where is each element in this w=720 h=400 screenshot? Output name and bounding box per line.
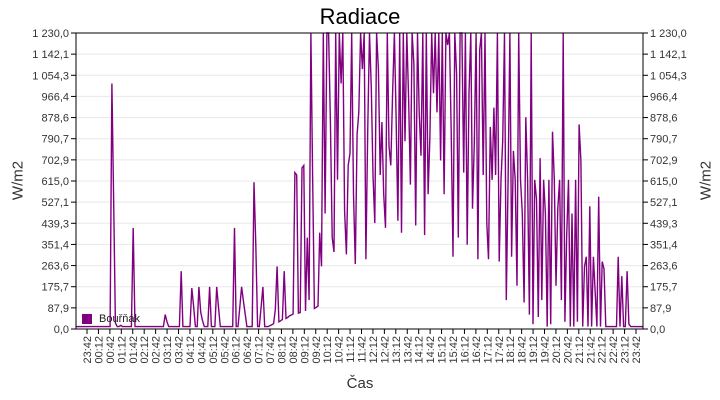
- svg-text:23:42: 23:42: [82, 336, 94, 364]
- svg-text:1 054,3: 1 054,3: [32, 70, 69, 82]
- svg-text:05:42: 05:42: [219, 336, 231, 364]
- svg-text:615,0: 615,0: [650, 176, 678, 188]
- svg-text:1 142,1: 1 142,1: [650, 49, 687, 61]
- svg-text:439,3: 439,3: [41, 218, 69, 230]
- svg-text:175,7: 175,7: [41, 282, 69, 294]
- svg-text:02:42: 02:42: [151, 336, 163, 364]
- svg-text:19:42: 19:42: [540, 336, 552, 364]
- svg-text:17:12: 17:12: [482, 336, 494, 364]
- legend: Bouřňák: [82, 313, 140, 325]
- svg-text:20:12: 20:12: [551, 336, 563, 364]
- svg-text:966,4: 966,4: [650, 91, 678, 103]
- svg-text:966,4: 966,4: [41, 91, 69, 103]
- svg-text:23:42: 23:42: [631, 336, 643, 364]
- svg-text:15:42: 15:42: [448, 336, 460, 364]
- svg-text:11:42: 11:42: [357, 336, 369, 363]
- svg-text:04:12: 04:12: [185, 336, 197, 364]
- svg-text:20:42: 20:42: [562, 336, 574, 364]
- svg-text:23:12: 23:12: [620, 336, 632, 364]
- y-axis-title-right: W/m2: [697, 160, 715, 201]
- svg-text:00:42: 00:42: [105, 336, 117, 364]
- svg-text:22:12: 22:12: [597, 336, 609, 364]
- svg-text:08:12: 08:12: [276, 336, 288, 364]
- legend-swatch: [82, 314, 92, 324]
- svg-text:0,0: 0,0: [54, 324, 69, 336]
- svg-text:05:12: 05:12: [208, 336, 220, 364]
- svg-text:1 142,1: 1 142,1: [32, 49, 69, 61]
- svg-text:14:12: 14:12: [414, 336, 426, 364]
- svg-text:21:42: 21:42: [585, 336, 597, 364]
- svg-text:1 054,3: 1 054,3: [650, 70, 687, 82]
- svg-text:01:42: 01:42: [128, 336, 140, 364]
- y-axis-title-left: W/m2: [9, 160, 27, 201]
- svg-text:351,4: 351,4: [650, 239, 678, 251]
- svg-text:878,6: 878,6: [650, 113, 678, 125]
- svg-text:790,7: 790,7: [650, 134, 678, 146]
- svg-text:19:12: 19:12: [528, 336, 540, 364]
- svg-text:1 230,0: 1 230,0: [32, 28, 69, 40]
- svg-text:790,7: 790,7: [41, 134, 69, 146]
- svg-text:07:12: 07:12: [254, 336, 266, 364]
- legend-label: Bouřňák: [99, 313, 140, 325]
- svg-text:14:42: 14:42: [425, 336, 437, 364]
- svg-text:439,3: 439,3: [650, 218, 678, 230]
- svg-text:06:42: 06:42: [242, 336, 254, 364]
- svg-text:10:42: 10:42: [334, 336, 346, 364]
- svg-text:03:42: 03:42: [174, 336, 186, 364]
- svg-text:12:42: 12:42: [379, 336, 391, 364]
- svg-text:13:12: 13:12: [391, 336, 403, 364]
- svg-text:17:42: 17:42: [494, 336, 506, 364]
- y-axis-right-ticks: 0,0 87,9 175,7 263,6 351,4 439,3 527,1 615,0 702…: [643, 28, 687, 336]
- svg-text:08:42: 08:42: [288, 336, 300, 364]
- svg-text:09:42: 09:42: [311, 336, 323, 364]
- svg-text:00:12: 00:12: [93, 336, 105, 364]
- svg-text:527,1: 527,1: [650, 197, 678, 209]
- svg-text:18:12: 18:12: [505, 336, 517, 364]
- svg-text:87,9: 87,9: [650, 303, 671, 315]
- svg-text:22:42: 22:42: [608, 336, 620, 364]
- svg-text:04:42: 04:42: [196, 336, 208, 364]
- svg-text:263,6: 263,6: [650, 261, 678, 273]
- svg-text:1 230,0: 1 230,0: [650, 28, 687, 40]
- svg-text:15:12: 15:12: [437, 336, 449, 364]
- svg-text:16:12: 16:12: [459, 336, 471, 364]
- svg-text:02:12: 02:12: [139, 336, 151, 364]
- svg-text:351,4: 351,4: [41, 239, 69, 251]
- svg-text:06:12: 06:12: [231, 336, 243, 364]
- svg-text:13:42: 13:42: [402, 336, 414, 364]
- svg-text:878,6: 878,6: [41, 113, 69, 125]
- svg-text:03:12: 03:12: [162, 336, 174, 364]
- svg-text:702,9: 702,9: [41, 155, 69, 167]
- y-axis-left-ticks: 0,0 87,9 175,7 263,6 351,4 439,3 527,1 615,0 702…: [32, 28, 76, 336]
- svg-text:07:42: 07:42: [265, 336, 277, 364]
- svg-text:615,0: 615,0: [41, 176, 69, 188]
- svg-text:09:12: 09:12: [299, 336, 311, 364]
- svg-text:87,9: 87,9: [48, 303, 69, 315]
- svg-text:0,0: 0,0: [650, 324, 665, 336]
- svg-text:18:42: 18:42: [517, 336, 529, 364]
- svg-text:11:12: 11:12: [345, 336, 357, 363]
- svg-text:12:12: 12:12: [368, 336, 380, 364]
- svg-text:01:12: 01:12: [116, 336, 128, 364]
- svg-text:10:12: 10:12: [322, 336, 334, 364]
- svg-text:702,9: 702,9: [650, 155, 678, 167]
- chart-title: Radiace: [319, 4, 401, 29]
- svg-text:263,6: 263,6: [41, 261, 69, 273]
- svg-text:527,1: 527,1: [41, 197, 69, 209]
- svg-text:16:42: 16:42: [471, 336, 483, 364]
- x-axis-title: Čas: [346, 375, 374, 392]
- svg-text:21:12: 21:12: [574, 336, 586, 364]
- x-axis-ticks: 23:42 00:12 00:42 01:12 01:42 02:12 02:42 03:12…: [82, 329, 643, 364]
- series-bournak: [76, 32, 643, 328]
- svg-text:175,7: 175,7: [650, 282, 678, 294]
